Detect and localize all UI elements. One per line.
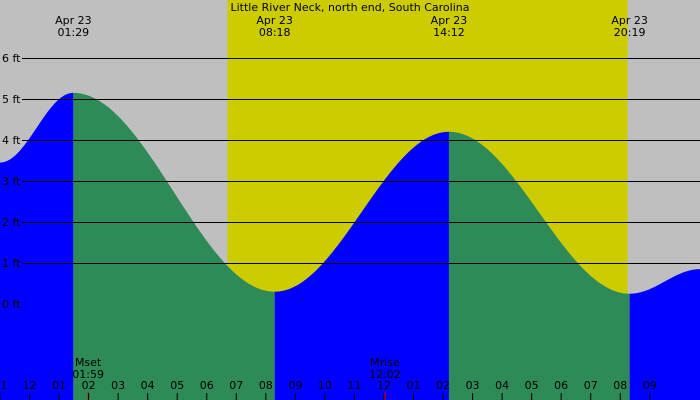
tide-event-date: Apr 23 [431, 14, 468, 27]
x-tick-label: 04 [495, 379, 509, 392]
tide-event-date: Apr 23 [55, 14, 92, 27]
falling-tide-area [73, 92, 275, 400]
x-tick-label: 1 [1, 379, 8, 392]
x-tick-label: 06 [200, 379, 214, 392]
chart-title: Little River Neck, north end, South Caro… [231, 1, 470, 14]
x-tick-label: 04 [141, 379, 155, 392]
x-tick-label: 02 [436, 379, 450, 392]
y-tick-label: 0 ft [2, 298, 21, 311]
x-tick-label: 08 [613, 379, 627, 392]
x-tick-label: 07 [229, 379, 243, 392]
x-tick-label: 11 [347, 379, 361, 392]
x-tick-label: 01 [52, 379, 66, 392]
tide-event-time: 20:19 [614, 26, 646, 39]
x-tick-label: 07 [584, 379, 598, 392]
x-tick-label: 03 [111, 379, 125, 392]
tide-event-time: 08:18 [259, 26, 291, 39]
x-tick-label: 05 [525, 379, 539, 392]
moon-event-label: Mset [75, 356, 102, 369]
x-tick-label: 12 [377, 379, 391, 392]
falling-tide-area [448, 131, 630, 400]
tide-event-date: Apr 23 [611, 14, 648, 27]
x-tick-label: 09 [643, 379, 657, 392]
moon-event-time: 01:59 [72, 368, 104, 381]
x-tick-label: 01 [407, 379, 421, 392]
moon-event-label: Mrise [370, 356, 400, 369]
x-tick-label: 02 [82, 379, 96, 392]
rising-tide-area [0, 92, 74, 400]
y-tick-label: 3 ft [2, 175, 21, 188]
rising-tide-area [274, 131, 449, 400]
tide-event-time: 01:29 [57, 26, 89, 39]
x-tick-label: 08 [259, 379, 273, 392]
tide-event-time: 14:12 [433, 26, 465, 39]
y-tick-label: 1 ft [2, 257, 21, 270]
y-tick-label: 6 ft [2, 52, 21, 65]
x-tick-label: 05 [170, 379, 184, 392]
y-tick-label: 5 ft [2, 93, 21, 106]
rising-tide-area [629, 269, 700, 400]
x-tick-label: 12 [23, 379, 37, 392]
tide-event-date: Apr 23 [256, 14, 293, 27]
x-tick-label: 10 [318, 379, 332, 392]
moon-event-time: 12:02 [369, 368, 401, 381]
x-tick-label: 06 [554, 379, 568, 392]
x-tick-label: 03 [466, 379, 480, 392]
y-tick-label: 4 ft [2, 134, 21, 147]
y-tick-label: 2 ft [2, 216, 21, 229]
x-tick-label: 09 [288, 379, 302, 392]
